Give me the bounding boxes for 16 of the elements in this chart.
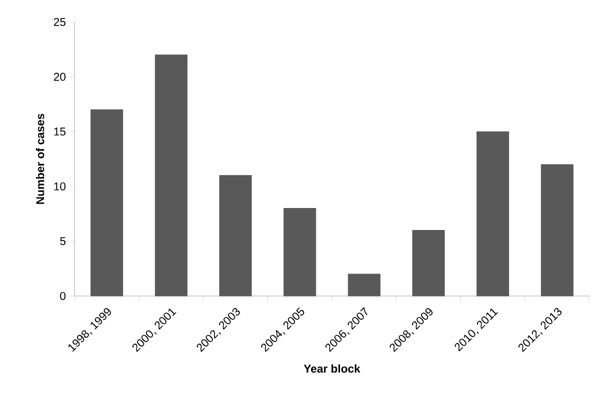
- y-tick-label: 5: [60, 237, 66, 246]
- bar: [90, 109, 124, 296]
- bar: [348, 274, 380, 296]
- y-tick-label: 0: [60, 292, 66, 300]
- bar: [154, 54, 188, 296]
- y-tick-label: 25: [54, 18, 66, 26]
- bar: [540, 164, 574, 296]
- y-tick-label: 15: [54, 128, 66, 136]
- bar: [476, 131, 510, 296]
- bar: [219, 175, 252, 296]
- bar: [412, 230, 445, 296]
- x-axis-title: Year block: [304, 364, 360, 373]
- y-axis-title: Number of cases: [36, 114, 44, 204]
- bar: [284, 208, 316, 296]
- y-tick-label: 20: [54, 72, 66, 81]
- y-tick-label: 10: [54, 182, 66, 190]
